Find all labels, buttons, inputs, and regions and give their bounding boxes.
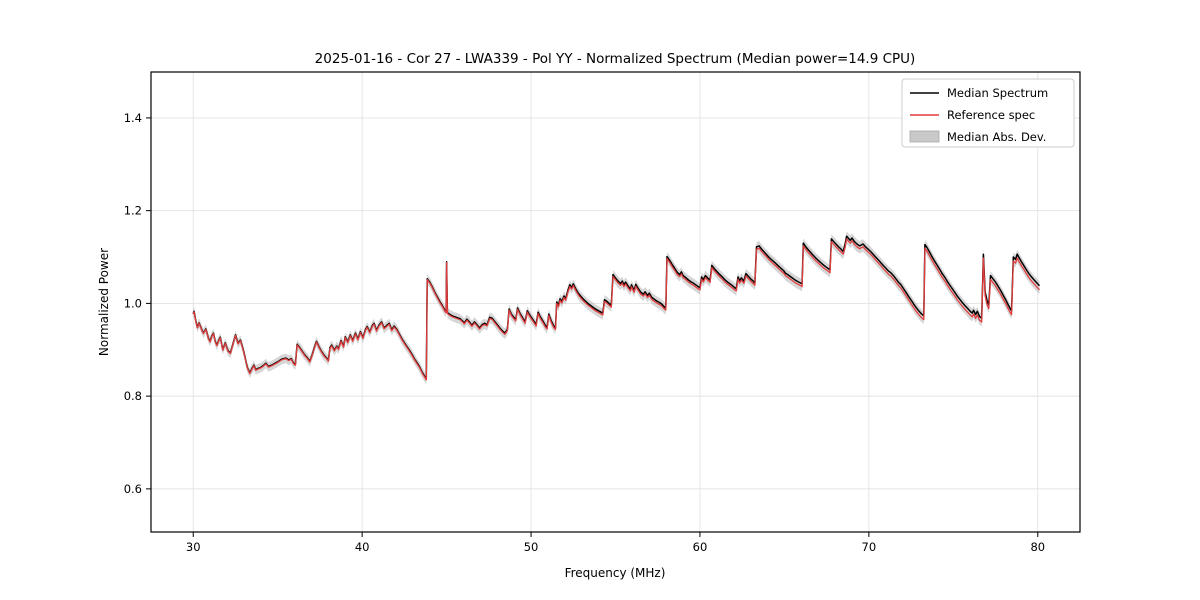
legend-label-mad: Median Abs. Dev.	[947, 130, 1046, 144]
y-tick-label: 0.8	[124, 389, 142, 403]
plot-border	[150, 71, 1081, 533]
y-tick-label: 1.2	[124, 204, 142, 218]
legend-label-reference: Reference spec	[947, 108, 1035, 122]
reference-spec-line	[192, 238, 1040, 381]
axes-spines	[150, 71, 1081, 533]
x-tick-label: 50	[524, 540, 539, 554]
median-abs-dev-band	[193, 231, 1040, 385]
x-tick-label: 60	[693, 540, 708, 554]
y-tick-label: 1.0	[124, 296, 142, 310]
y-tick-label: 0.6	[124, 482, 142, 496]
x-axis-label: Frequency (MHz)	[565, 566, 666, 580]
chart-title: 2025-01-16 - Cor 27 - LWA339 - Pol YY - …	[315, 51, 916, 67]
legend-mad-patch-swatch	[909, 130, 940, 143]
tick-marks-and-labels: 30 40 50 60 70 80 0.6 0.8 1.0 1.2 1.4	[124, 111, 1045, 554]
grid-lines	[151, 72, 1080, 532]
x-tick-label: 80	[1030, 540, 1045, 554]
median-abs-dev-area	[193, 231, 1040, 385]
spectrum-lines	[192, 235, 1041, 381]
legend: Median Spectrum Reference spec Median Ab…	[901, 78, 1075, 148]
legend-label-median: Median Spectrum	[947, 86, 1048, 100]
y-axis-label: Normalized Power	[97, 248, 111, 356]
legend-box	[901, 78, 1075, 148]
x-tick-label: 40	[355, 540, 370, 554]
y-tick-label: 1.4	[124, 111, 142, 125]
x-tick-label: 70	[862, 540, 877, 554]
x-tick-label: 30	[186, 540, 201, 554]
